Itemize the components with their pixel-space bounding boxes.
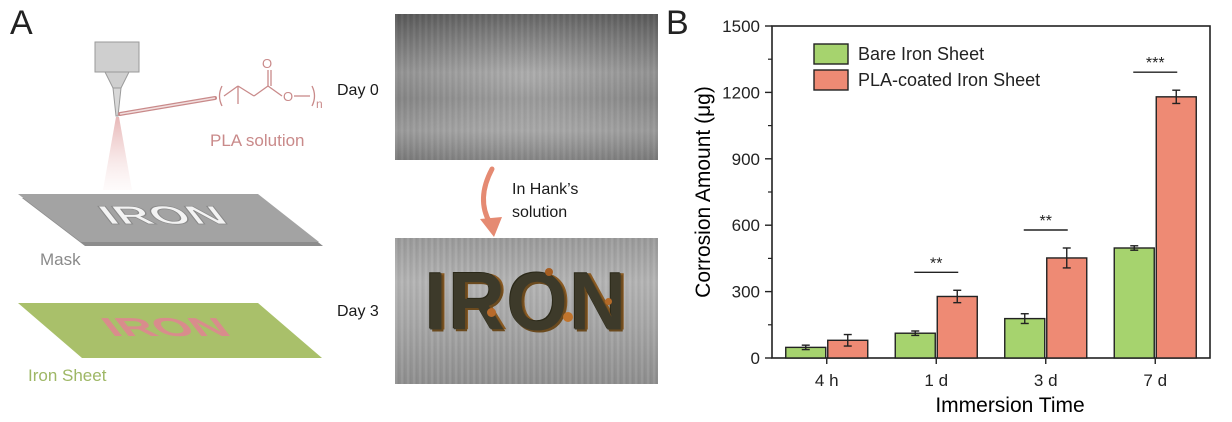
bar-pla-2 xyxy=(1046,257,1088,359)
curved-arrow xyxy=(480,166,502,237)
x-axis-title: Immersion Time xyxy=(935,394,1084,417)
legend-swatch xyxy=(813,43,849,65)
significance-marker: ** xyxy=(1040,213,1052,230)
significance-marker: *** xyxy=(1146,55,1165,72)
bar-bare-2 xyxy=(1004,317,1046,359)
panel-b-letter: B xyxy=(666,4,689,42)
panel-a-schematic: O O n IRON IRON xyxy=(18,41,323,358)
x-tick-label: 4 h xyxy=(815,371,839,390)
x-tick-label: 3 d xyxy=(1034,371,1058,390)
y-tick-label: 300 xyxy=(732,283,760,302)
hanks-solution-label-1: In Hank’s xyxy=(512,181,579,198)
y-tick-label: 1500 xyxy=(722,17,760,36)
panel-a-letter: A xyxy=(10,4,33,42)
pla-solution-label: PLA solution xyxy=(210,131,305,150)
spray-cone xyxy=(103,117,132,190)
nozzle-neck xyxy=(104,71,130,89)
nozzle-needle xyxy=(112,87,122,117)
iron-sheet-text: IRON xyxy=(93,312,237,341)
pla-subscript: n xyxy=(316,97,323,111)
legend-label: PLA-coated Iron Sheet xyxy=(858,70,1040,90)
y-axis-title: Corrosion Amount (μg) xyxy=(692,86,715,298)
hanks-solution-label-2: solution xyxy=(512,204,568,221)
day3-label: Day 3 xyxy=(337,303,379,320)
corroded-iron-text: IRON xyxy=(425,254,628,348)
bar-bare-1 xyxy=(894,332,936,359)
significance-marker: ** xyxy=(930,255,942,272)
bar-pla-1 xyxy=(936,295,978,359)
x-tick-label: 7 d xyxy=(1143,371,1167,390)
day0-photo xyxy=(395,14,658,160)
nozzle-body xyxy=(94,41,140,73)
y-tick-label: 0 xyxy=(751,349,760,368)
iron-sheet xyxy=(18,303,322,358)
day3-photo: IRON xyxy=(395,238,658,384)
y-tick-label: 600 xyxy=(732,216,760,235)
bar-pla-3 xyxy=(1155,96,1197,359)
bar-bare-3 xyxy=(1113,247,1155,359)
svg-text:O: O xyxy=(262,56,272,71)
legend-swatch xyxy=(813,69,849,91)
mask-sheet xyxy=(18,194,319,242)
pla-structure xyxy=(218,70,316,107)
mask-cutout-text: IRON xyxy=(90,200,234,229)
iron-sheet-label: Iron Sheet xyxy=(28,366,107,385)
legend-label: Bare Iron Sheet xyxy=(858,44,984,64)
y-tick-label: 1200 xyxy=(722,83,760,102)
svg-text:O: O xyxy=(283,89,293,104)
y-tick-label: 900 xyxy=(732,150,760,169)
x-tick-label: 1 d xyxy=(924,371,948,390)
mask-label: Mask xyxy=(40,250,81,269)
day0-label: Day 0 xyxy=(337,82,379,99)
